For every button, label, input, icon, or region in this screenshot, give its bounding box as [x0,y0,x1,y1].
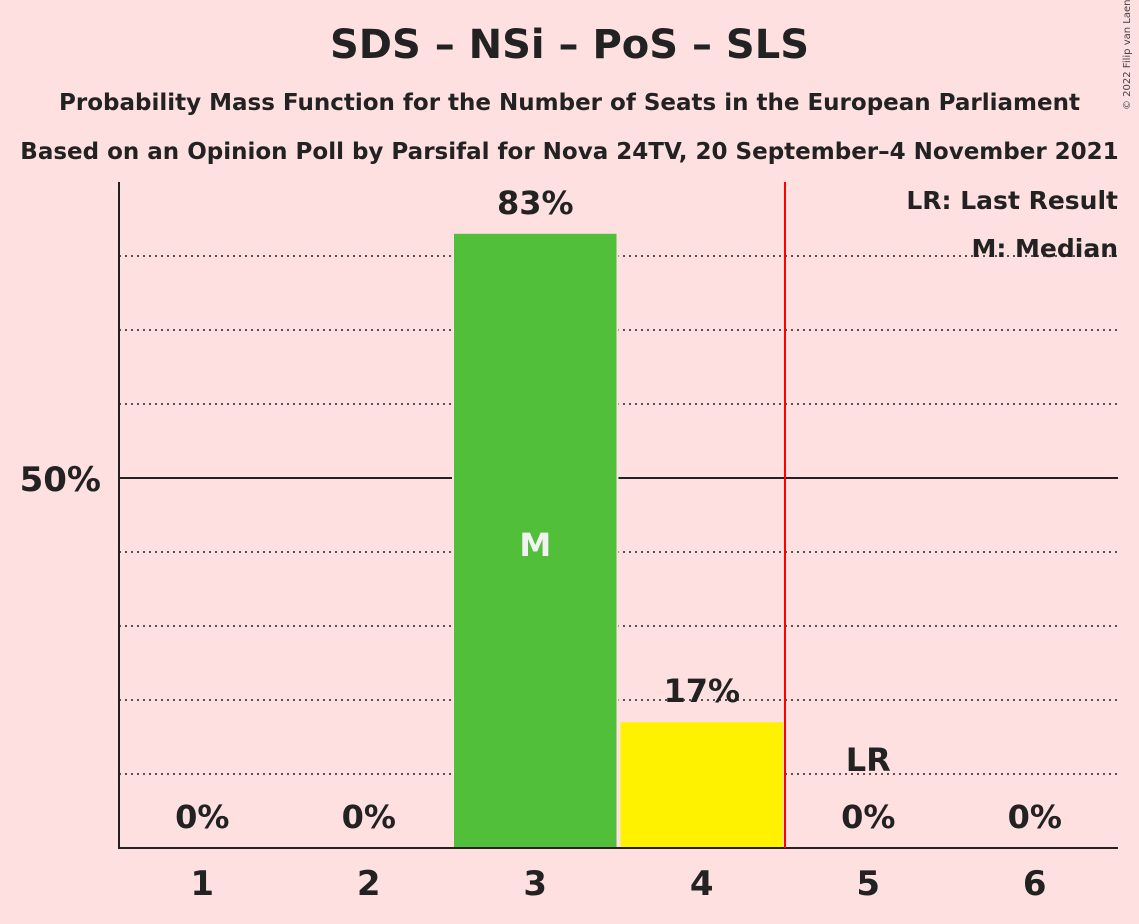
last-result-marker: LR [846,741,891,779]
x-tick-label: 4 [690,864,714,904]
y-tick-label: 50% [20,460,101,500]
x-tick-label: 5 [856,864,880,904]
bar-value-label: 17% [663,672,740,710]
bar [454,233,617,849]
x-tick-label: 1 [190,864,214,904]
x-tick-label: 2 [357,864,381,904]
legend-last-result: LR: Last Result [906,186,1118,215]
chart-subtitle: Probability Mass Function for the Number… [59,90,1080,116]
bar-value-label: 0% [342,798,396,836]
bar-value-label: 0% [841,798,895,836]
bar-value-label: 83% [497,184,574,222]
median-marker: M [519,526,551,564]
bar-value-label: 0% [175,798,229,836]
chart-subtitle-poll: Based on an Opinion Poll by Parsifal for… [20,139,1119,165]
bar [620,722,783,848]
legend-median: M: Median [971,234,1118,263]
x-tick-label: 6 [1023,864,1047,904]
bar-value-label: 0% [1008,798,1062,836]
chart-title: SDS – NSi – PoS – SLS [329,22,810,68]
x-tick-label: 3 [523,864,547,904]
